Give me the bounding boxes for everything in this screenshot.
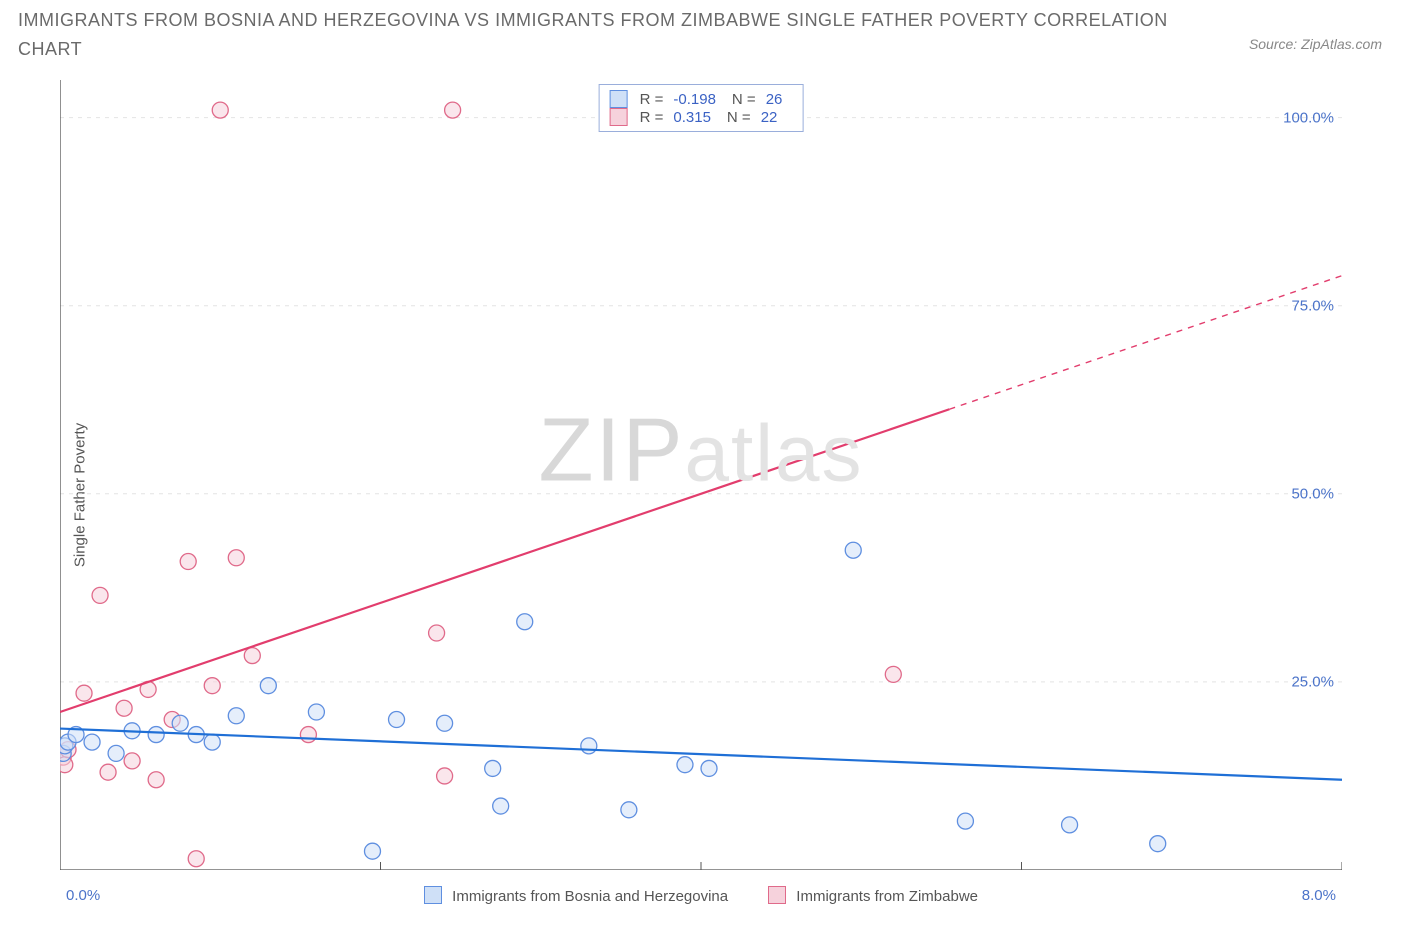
legend-swatch-zimbabwe (768, 886, 786, 904)
chart-title-block: IMMIGRANTS FROM BOSNIA AND HERZEGOVINA V… (18, 6, 1226, 64)
x-axis-max-label: 8.0% (1302, 887, 1342, 904)
series-legend-zimbabwe: Immigrants from Zimbabwe (768, 886, 978, 905)
x-axis-min-label: 0.0% (60, 887, 100, 904)
source-attribution: Source: ZipAtlas.com (1249, 36, 1382, 52)
scatter-svg (60, 80, 1342, 870)
x-axis-legend: 0.0% Immigrants from Bosnia and Herzegov… (60, 880, 1342, 910)
legend-swatch-zimbabwe (610, 108, 628, 126)
series-legend-bosnia: Immigrants from Bosnia and Herzegovina (424, 886, 728, 905)
legend-swatch-bosnia (610, 90, 628, 108)
scatter-plot: ZIPatlas R = -0.198 N = 26 R = 0.315 N =… (60, 80, 1342, 870)
plot-container: Single Father Poverty ZIPatlas R = -0.19… (18, 80, 1388, 910)
stats-legend-row-bosnia: R = -0.198 N = 26 (610, 90, 793, 108)
stats-legend: R = -0.198 N = 26 R = 0.315 N = 22 (599, 84, 804, 132)
stats-legend-row-zimbabwe: R = 0.315 N = 22 (610, 108, 793, 126)
chart-title: IMMIGRANTS FROM BOSNIA AND HERZEGOVINA V… (18, 6, 1226, 64)
legend-swatch-bosnia (424, 886, 442, 904)
series-legend: Immigrants from Bosnia and Herzegovina I… (424, 886, 978, 905)
